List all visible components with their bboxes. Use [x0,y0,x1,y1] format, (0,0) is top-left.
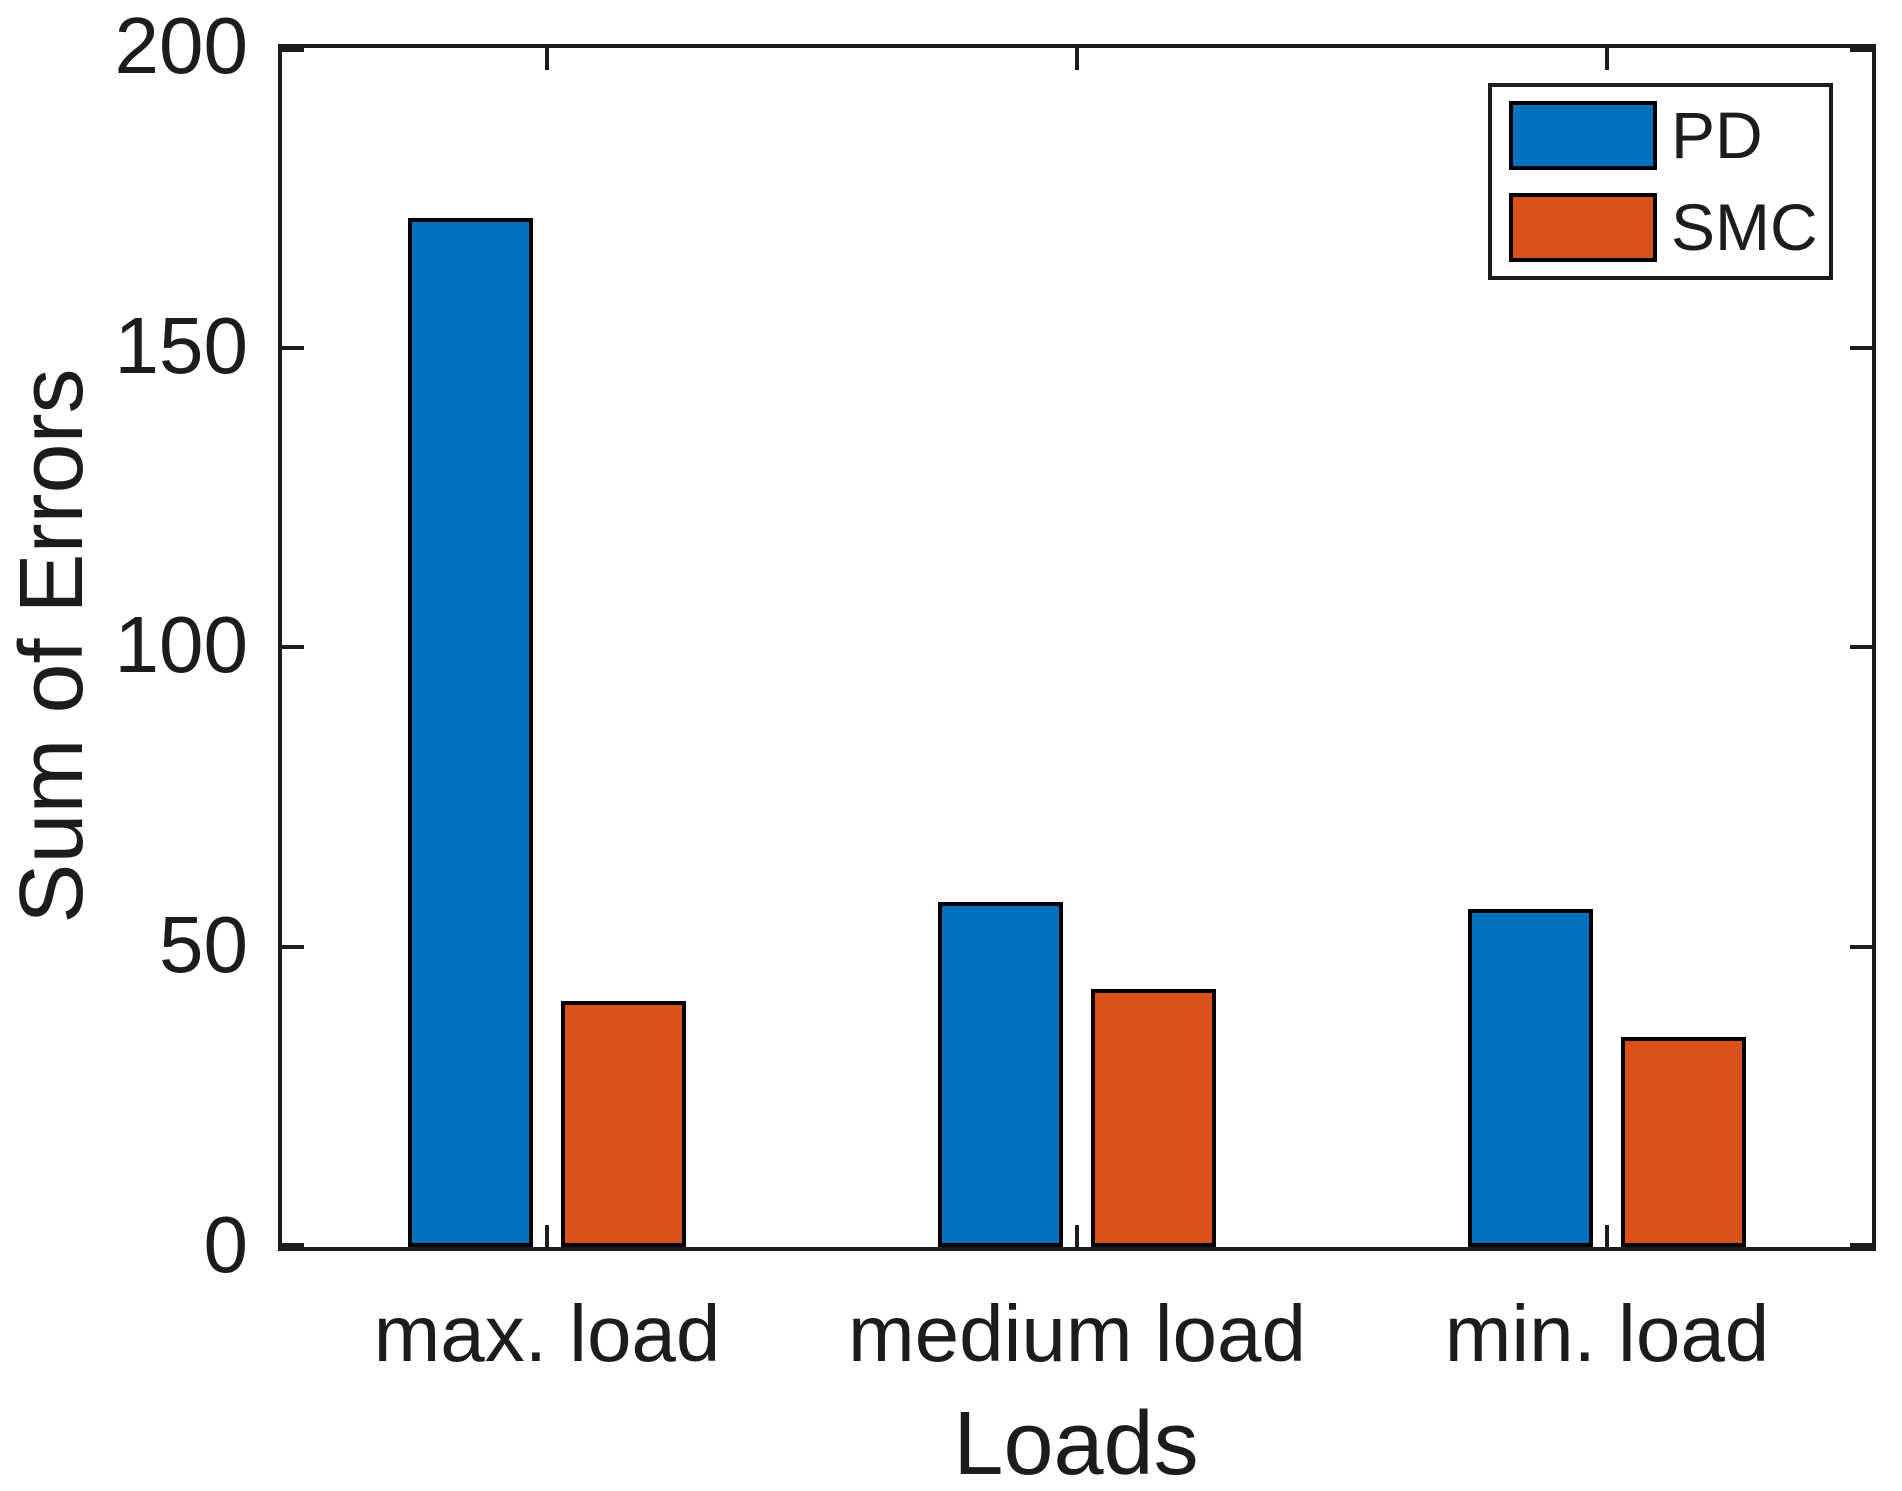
x-tick-bottom-max-load [545,1225,549,1247]
y-tick-label-0: 0 [203,1200,249,1289]
y-tick-right-100 [1850,645,1872,649]
bar-smc-min-load [1621,1037,1746,1247]
x-tick-label-min-load: min. load [1444,1289,1770,1378]
y-tick-left-100 [282,645,304,649]
bar-smc-max-load [561,1001,686,1247]
bar-pd-medium-load [938,902,1063,1247]
legend-swatch-pd [1509,101,1657,170]
y-tick-right-150 [1850,346,1872,350]
y-tick-right-200 [1850,48,1872,52]
y-tick-label-200: 200 [114,1,248,90]
x-tick-top-max-load [545,48,549,70]
legend-label-smc: SMC [1671,190,1818,264]
y-tick-left-200 [282,48,304,52]
legend-label-pd: PD [1671,98,1763,172]
bar-smc-medium-load [1091,989,1216,1247]
x-tick-top-min-load [1605,48,1609,70]
legend-swatch-smc [1509,193,1657,262]
y-tick-left-150 [282,346,304,350]
bar-pd-min-load [1468,909,1593,1247]
y-tick-label-50: 50 [159,900,248,989]
legend: PD SMC [1488,83,1833,280]
y-tick-label-150: 150 [114,301,248,390]
y-tick-right-50 [1850,945,1872,949]
y-tick-left-0 [282,1243,304,1247]
x-tick-top-medium-load [1075,48,1079,70]
x-tick-label-max-load: max. load [373,1289,721,1378]
legend-row-pd: PD [1509,101,1829,170]
bar-pd-max-load [408,218,533,1247]
legend-row-smc: SMC [1509,193,1829,262]
y-tick-label-100: 100 [114,600,248,689]
x-tick-bottom-medium-load [1075,1225,1079,1247]
y-tick-left-50 [282,945,304,949]
y-tick-right-0 [1850,1243,1872,1247]
x-axis-label: Loads [953,1394,1199,1491]
x-tick-bottom-min-load [1605,1225,1609,1247]
x-tick-label-medium-load: medium load [847,1289,1306,1378]
